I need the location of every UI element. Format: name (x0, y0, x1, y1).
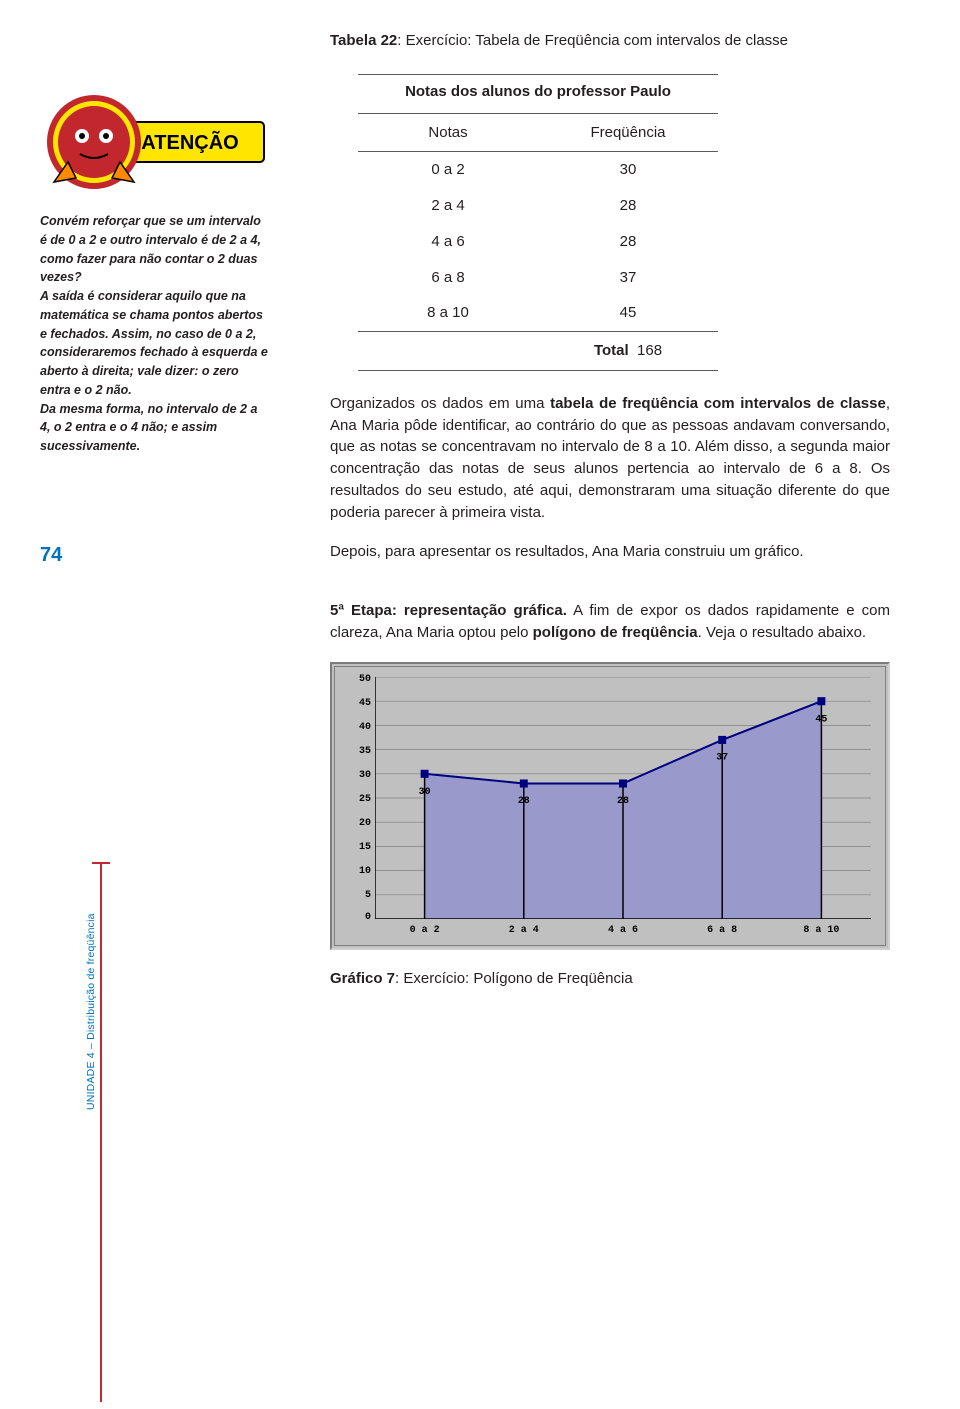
xlabel: 0 a 2 (410, 924, 440, 939)
red-tick (92, 862, 110, 864)
badge-label: ATENÇÃO (141, 131, 238, 154)
ytick: 35 (341, 745, 371, 760)
ytick: 0 (341, 911, 371, 926)
page-number: 74 (40, 541, 80, 570)
svg-text:45: 45 (815, 714, 827, 725)
xlabel: 6 a 8 (707, 924, 737, 939)
xlabel: 8 a 10 (803, 924, 839, 939)
ytick: 40 (341, 721, 371, 736)
table-row: 4 a 628 (358, 224, 718, 260)
frequency-polygon-chart: 30 28 28 37 45 50 45 40 35 30 25 20 15 1… (330, 662, 890, 950)
chart-caption: Gráfico 7: Exercício: Polígono de Freqüê… (330, 968, 890, 990)
table-caption: Tabela 22: Exercício: Tabela de Freqüênc… (330, 30, 890, 52)
ytick: 45 (341, 697, 371, 712)
xlabel: 4 a 6 (608, 924, 638, 939)
table-row: 0 a 230 (358, 152, 718, 188)
table-row: 2 a 428 (358, 188, 718, 224)
xlabel: 2 a 4 (509, 924, 539, 939)
table-title: Notas dos alunos do professor Paulo (358, 74, 718, 113)
svg-text:28: 28 (617, 796, 629, 807)
svg-text:30: 30 (419, 787, 431, 798)
paragraph-2: Depois, para apresentar os resultados, A… (330, 541, 890, 563)
unit-label: UNIDADE 4 – Distribuição de freqüência (84, 913, 99, 1110)
table-row: 8 a 1045 (358, 295, 718, 331)
ytick: 10 (341, 865, 371, 880)
frequency-table: Notas dos alunos do professor Paulo Nota… (358, 74, 718, 371)
svg-text:28: 28 (518, 796, 530, 807)
table-total: Total 168 (358, 331, 718, 371)
sidenote: Convém reforçar que se um intervalo é de… (40, 212, 270, 456)
atencao-badge: ATENÇÃO (40, 88, 290, 198)
ytick: 30 (341, 769, 371, 784)
etapa-paragraph: 5ª Etapa: representação gráfica. A fim d… (330, 600, 890, 644)
red-margin-line (100, 862, 102, 1402)
ytick: 5 (341, 889, 371, 904)
ytick: 15 (341, 841, 371, 856)
ytick: 20 (341, 817, 371, 832)
svg-text:37: 37 (716, 752, 728, 763)
ytick: 25 (341, 793, 371, 808)
paragraph-1: Organizados os dados em uma tabela de fr… (330, 393, 890, 524)
col-header-notas: Notas (358, 122, 538, 144)
table-row: 6 a 837 (358, 260, 718, 296)
col-header-freq: Freqüência (538, 122, 718, 144)
ytick: 50 (341, 673, 371, 688)
